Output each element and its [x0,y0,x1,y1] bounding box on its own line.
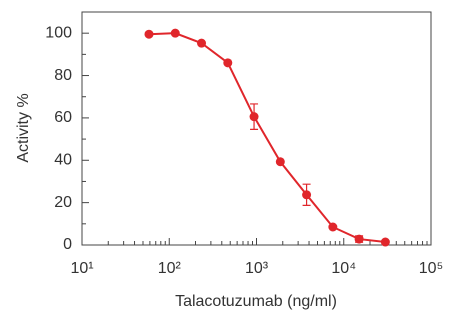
x-tick-label: 10² [158,260,182,277]
x-tick-label: 10¹ [70,260,93,277]
x-axis-label: Talacotuzumab (ng/ml) [175,293,337,310]
y-tick-label: 60 [54,109,72,126]
x-tick-label: 10⁵ [419,260,443,277]
data-point [197,38,207,48]
y-tick-label: 20 [54,194,72,211]
data-point [275,157,285,167]
data-point [328,222,338,232]
y-tick-label: 100 [45,24,72,41]
data-point [249,112,259,122]
data-point [170,28,180,38]
data-point [380,237,390,247]
y-tick-label: 80 [54,67,72,84]
x-tick-label: 10³ [245,260,269,277]
data-point [302,190,312,200]
data-point [354,234,364,244]
data-line [148,32,386,244]
data-point [144,29,154,39]
y-axis-label: Activity % [15,93,32,162]
data-point [223,58,233,68]
x-tick-label: 10⁴ [331,260,356,277]
y-tick-label: 40 [54,151,72,168]
plot-frame [81,11,432,246]
y-tick-label: 0 [63,236,72,253]
